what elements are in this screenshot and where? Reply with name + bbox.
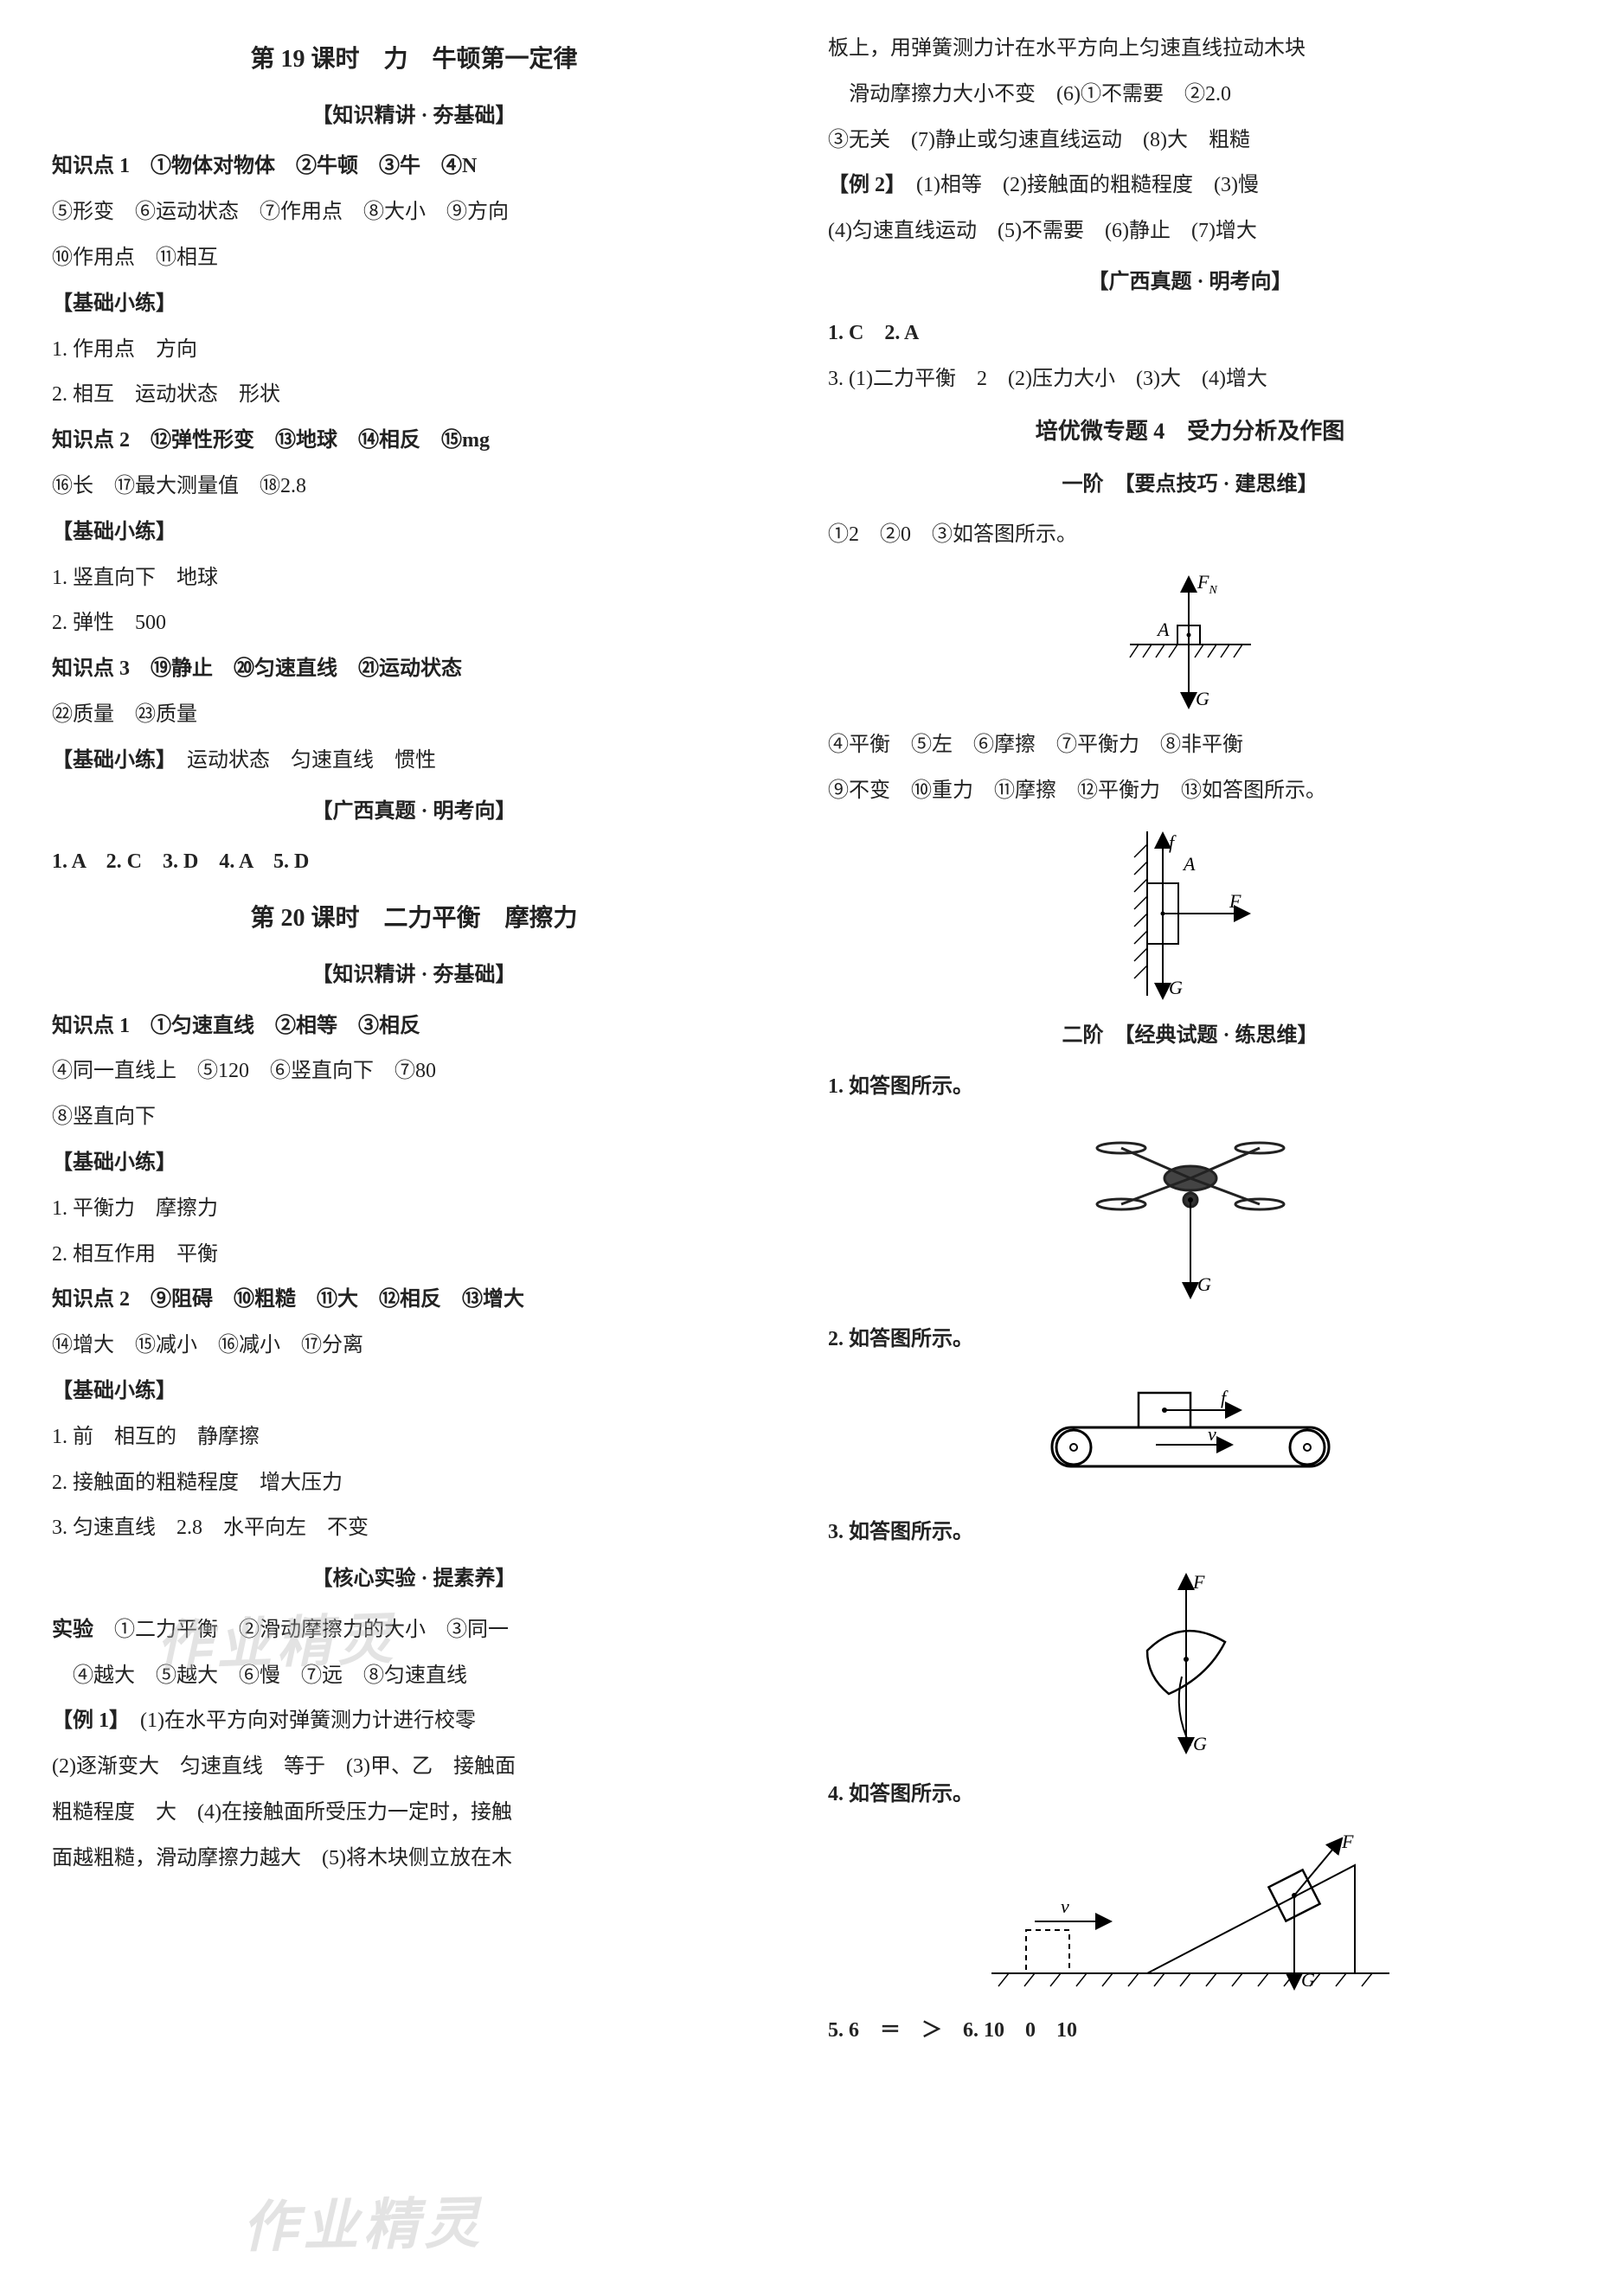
basic-practice-2: 【基础小练】 (52, 510, 776, 555)
lesson-20-title: 第 20 课时 二力平衡 摩擦力 (52, 892, 776, 946)
d6-g-label: G (1301, 1969, 1315, 1991)
ex1-label: 【例 1】 (52, 1709, 119, 1732)
ej-q2: 2. 如答图所示。 (828, 1317, 1552, 1363)
bp21-2: 2. 相互作用 平衡 (52, 1232, 776, 1278)
sy-label: 实验 (52, 1619, 93, 1641)
d1-a-label: A (1156, 619, 1170, 640)
example-2-a: 【例 2】 (1)相等 (2)接触面的粗糙程度 (3)慢 (828, 163, 1552, 208)
diagram-1-force-block: FN A G (1078, 567, 1303, 714)
diagram-3-drone: G (1061, 1118, 1320, 1308)
bp21-1: 1. 平衡力 摩擦力 (52, 1186, 776, 1232)
d1-fn-label: FN (1197, 571, 1217, 597)
sy1-text: ①二力平衡 ②滑动摩擦力的大小 ③同一 (114, 1619, 509, 1641)
kp2a-text: 知识点 2 ⑫弹性形变 ⑬地球 ⑭相反 ⑮mg (52, 429, 490, 452)
example-1-b: (2)逐渐变大 匀速直线 等于 (3)甲、乙 接触面 (52, 1744, 776, 1790)
kp21-line-c: ⑧竖直向下 (52, 1094, 776, 1140)
bp1-1: 1. 作用点 方向 (52, 327, 776, 373)
bp2-2: 2. 弹性 500 (52, 600, 776, 646)
d3-g-label: G (1197, 1273, 1211, 1295)
kp21a-text: 知识点 1 ①匀速直线 ②相等 ③相反 (52, 1015, 420, 1037)
kp3a-text: 知识点 3 ⑲静止 ⑳匀速直线 ㉑运动状态 (52, 657, 462, 680)
kp1a-text: 知识点 1 ①物体对物体 ②牛顿 ③牛 ④N (52, 155, 477, 177)
d2-f-label: f (1169, 831, 1177, 853)
basic-practice-22: 【基础小练】 (52, 1369, 776, 1414)
basic-practice-21: 【基础小练】 (52, 1140, 776, 1186)
ex1-text-a: (1)在水平方向对弹簧测力计进行校零 (140, 1709, 476, 1732)
ex2-text-a: (1)相等 (2)接触面的粗糙程度 (3)慢 (916, 174, 1259, 196)
bp3-label: 【基础小练】 (52, 749, 166, 772)
kp2-line-a: 知识点 2 ⑫弹性形变 ⑬地球 ⑭相反 ⑮mg (52, 418, 776, 464)
d2-F-label: F (1229, 890, 1241, 912)
bp22-1: 1. 前 相互的 静摩擦 (52, 1414, 776, 1460)
kp21-line-b: ④同一直线上 ⑤120 ⑥竖直向下 ⑦80 (52, 1049, 776, 1094)
section-knowledge-1: 【知识精讲 · 夯基础】 (52, 93, 776, 139)
stage1-line-1: ①2 ②0 ③如答图所示。 (828, 512, 1552, 558)
guangxi-real-2: 【广西真题 · 明考向】 (828, 260, 1552, 305)
kp2-line-b: ⑯长 ⑰最大测量值 ⑱2.8 (52, 464, 776, 510)
bp22-3: 3. 匀速直线 2.8 水平向左 不变 (52, 1505, 776, 1551)
ej-q1: 1. 如答图所示。 (828, 1064, 1552, 1110)
ex2-label: 【例 2】 (828, 174, 895, 196)
diagram-6-incline: F G v (974, 1826, 1407, 1999)
diagram-4-conveyor: f v (1009, 1371, 1372, 1501)
left-column: 第 19 课时 力 牛顿第一定律 【知识精讲 · 夯基础】 知识点 1 ①物体对… (52, 26, 776, 2054)
watermark-2: 作业精灵 (241, 2164, 485, 2290)
kp22a-text: 知识点 2 ⑨阻碍 ⑩粗糙 ⑪大 ⑫相反 ⑬增大 (52, 1288, 524, 1311)
section-knowledge-2: 【知识精讲 · 夯基础】 (52, 952, 776, 998)
kp1-line-a: 知识点 1 ①物体对物体 ②牛顿 ③牛 ④N (52, 144, 776, 189)
bp22-2: 2. 接触面的粗糙程度 增大压力 (52, 1460, 776, 1506)
stage1-line-3: ⑨不变 ⑩重力 ⑪摩擦 ⑫平衡力 ⑬如答图所示。 (828, 768, 1552, 814)
r-line-2: 滑动摩擦力大小不变 (6)①不需要 ②2.0 (828, 72, 1552, 118)
d2-g-label: G (1169, 977, 1183, 998)
right-column: 板上，用弹簧测力计在水平方向上匀速直线拉动木块 滑动摩擦力大小不变 (6)①不需… (828, 26, 1552, 2054)
d6-F-label: F (1341, 1831, 1354, 1852)
d1-g-label: G (1196, 688, 1209, 709)
d4-f-label: f (1221, 1387, 1229, 1408)
last-line: 5. 6 ＝ ＞ 6. 10 0 10 (828, 2008, 1552, 2054)
example-1-c: 粗糙程度 大 (4)在接触面所受压力一定时，接触 (52, 1790, 776, 1836)
bp1-2: 2. 相互 运动状态 形状 (52, 372, 776, 418)
ej-q4: 4. 如答图所示。 (828, 1772, 1552, 1818)
example-1-d: 面越粗糙，滑动摩擦力越大 (5)将木块侧立放在木 (52, 1836, 776, 1882)
ej-q3: 3. 如答图所示。 (828, 1510, 1552, 1555)
kp1-line-c: ⑩作用点 ⑪相互 (52, 235, 776, 281)
bp3-text: 运动状态 匀速直线 惯性 (187, 749, 436, 772)
lesson-19-title: 第 19 课时 力 牛顿第一定律 (52, 33, 776, 87)
basic-practice-1: 【基础小练】 (52, 281, 776, 327)
sy-line-2: ④越大 ⑤越大 ⑥慢 ⑦远 ⑧匀速直线 (52, 1653, 776, 1699)
gx2-answers-3: 3. (1)二力平衡 2 (2)压力大小 (3)大 (4)增大 (828, 356, 1552, 402)
sy-line-1: 实验 ①二力平衡 ②滑动摩擦力的大小 ③同一 (52, 1607, 776, 1653)
d2-a-label: A (1182, 853, 1196, 875)
diagram-5-kite: F G (1087, 1564, 1294, 1763)
guangxi-real-1: 【广西真题 · 明考向】 (52, 789, 776, 835)
d4-v-label: v (1208, 1423, 1216, 1445)
d5-F-label: F (1192, 1571, 1205, 1593)
page: 第 19 课时 力 牛顿第一定律 【知识精讲 · 夯基础】 知识点 1 ①物体对… (52, 26, 1552, 2054)
kp1-line-b: ⑤形变 ⑥运动状态 ⑦作用点 ⑧大小 ⑨方向 (52, 189, 776, 235)
d6-v-label: v (1061, 1895, 1069, 1917)
basic-practice-3: 【基础小练】 运动状态 匀速直线 惯性 (52, 738, 776, 784)
kp22-line-a: 知识点 2 ⑨阻碍 ⑩粗糙 ⑪大 ⑫相反 ⑬增大 (52, 1277, 776, 1323)
gx1-answers: 1. A 2. C 3. D 4. A 5. D (52, 839, 776, 885)
kp3-line-b: ㉒质量 ㉓质量 (52, 692, 776, 738)
stage-2-head: 二阶 【经典试题 · 练思维】 (828, 1013, 1552, 1059)
diagram-2-wall-block: f A F G (1078, 823, 1303, 1004)
r-line-3: ③无关 (7)静止或匀速直线运动 (8)大 粗糙 (828, 118, 1552, 164)
core-experiment: 【核心实验 · 提素养】 (52, 1556, 776, 1602)
bp2-1: 1. 竖直向下 地球 (52, 555, 776, 601)
example-1-a: 【例 1】 (1)在水平方向对弹簧测力计进行校零 (52, 1698, 776, 1744)
kp22-line-b: ⑭增大 ⑮减小 ⑯减小 ⑰分离 (52, 1323, 776, 1369)
d5-g-label: G (1193, 1733, 1207, 1754)
kp3-line-a: 知识点 3 ⑲静止 ⑳匀速直线 ㉑运动状态 (52, 646, 776, 692)
stage-1-head: 一阶 【要点技巧 · 建思维】 (828, 462, 1552, 508)
stage1-line-2: ④平衡 ⑤左 ⑥摩擦 ⑦平衡力 ⑧非平衡 (828, 722, 1552, 768)
peiyou-title: 培优微专题 4 受力分析及作图 (828, 407, 1552, 456)
example-2-b: (4)匀速直线运动 (5)不需要 (6)静止 (7)增大 (828, 208, 1552, 254)
gx2-answers-1: 1. C 2. A (828, 311, 1552, 356)
r-line-1: 板上，用弹簧测力计在水平方向上匀速直线拉动木块 (828, 26, 1552, 72)
kp21-line-a: 知识点 1 ①匀速直线 ②相等 ③相反 (52, 1004, 776, 1049)
